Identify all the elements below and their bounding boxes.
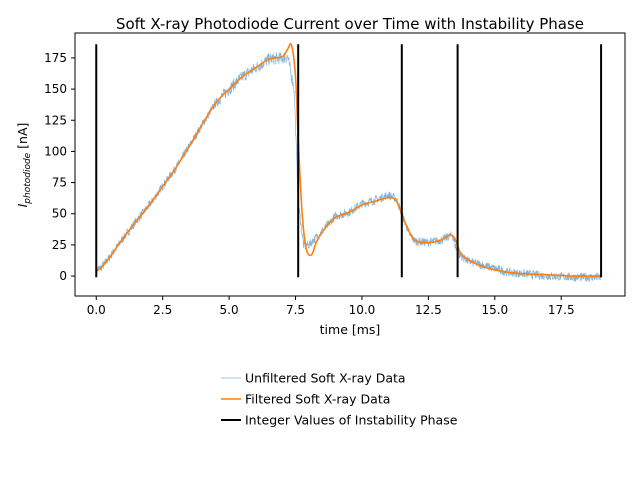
y-tick-label: 100 — [44, 144, 67, 158]
legend: Unfiltered Soft X-ray Data Filtered Soft … — [221, 371, 458, 428]
x-tick-label: 15.0 — [481, 303, 508, 317]
y-axis-label: Iphotodiode [nA] — [15, 123, 33, 208]
y-axis-label-unit: [nA] — [15, 123, 30, 153]
y-axis: 0 25 50 75 100 125 150 175 — [44, 51, 75, 283]
x-axis-label: time [ms] — [320, 322, 381, 337]
legend-label-3: Integer Values of Instability Phase — [245, 413, 458, 428]
y-tick-label: 50 — [52, 207, 67, 221]
y-tick-label: 25 — [52, 238, 67, 252]
x-tick-label: 0.0 — [87, 303, 106, 317]
x-tick-label: 5.0 — [220, 303, 239, 317]
y-axis-label-symbol: I — [15, 203, 30, 207]
unfiltered-data-line — [95, 52, 602, 282]
x-tick-label: 17.5 — [548, 303, 575, 317]
y-tick-label: 0 — [59, 269, 67, 283]
y-tick-label: 150 — [44, 82, 67, 96]
y-tick-label: 175 — [44, 51, 67, 65]
x-tick-label: 2.5 — [153, 303, 172, 317]
axes-frame — [74, 32, 626, 297]
x-axis: 0.0 2.5 5.0 7.5 10.0 12.5 15.0 17.5 — [87, 296, 575, 317]
y-axis-label-subscript: photodiode — [23, 152, 33, 204]
filtered-data-line — [95, 43, 602, 277]
x-tick-label: 12.5 — [415, 303, 442, 317]
plot-area — [95, 43, 603, 282]
legend-label-2: Filtered Soft X-ray Data — [245, 392, 390, 407]
legend-label-1: Unfiltered Soft X-ray Data — [245, 371, 406, 386]
chart-title: Soft X-ray Photodiode Current over Time … — [116, 15, 584, 33]
y-tick-label: 125 — [44, 113, 67, 127]
x-tick-label: 10.0 — [349, 303, 376, 317]
y-tick-label: 75 — [52, 176, 67, 190]
x-tick-label: 7.5 — [286, 303, 305, 317]
